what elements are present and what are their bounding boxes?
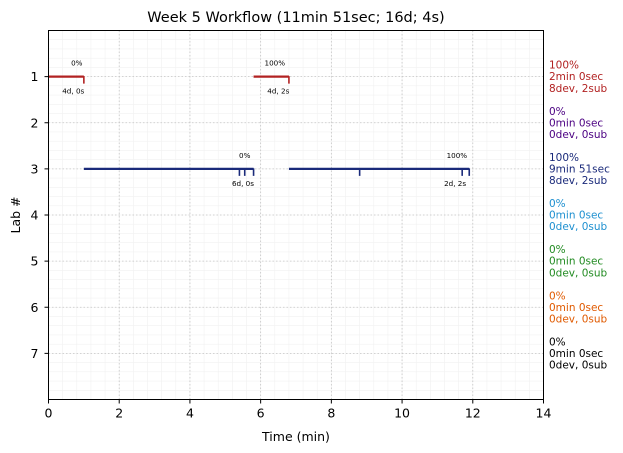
lab-3-annotation: 0% bbox=[239, 151, 251, 160]
lab-1-annotation: 100% bbox=[265, 59, 286, 68]
y-tick-label: 5 bbox=[31, 254, 39, 269]
lab-6-summary-line: 0min 0sec bbox=[549, 302, 603, 314]
x-tick-label: 8 bbox=[327, 406, 335, 421]
lab-6-summary-line: 0% bbox=[549, 290, 566, 302]
y-tick-label: 6 bbox=[31, 300, 39, 315]
lab-3-summary-line: 9min 51sec bbox=[549, 163, 610, 175]
lab-4-summary-line: 0% bbox=[549, 198, 566, 210]
y-tick-label: 7 bbox=[31, 346, 39, 361]
lab-5-summary-line: 0dev, 0sub bbox=[549, 267, 608, 279]
lab-1-summary-line: 2min 0sec bbox=[549, 71, 603, 83]
lab-5-summary-line: 0% bbox=[549, 244, 566, 256]
y-tick-label: 3 bbox=[31, 161, 39, 176]
lab-7-summary-line: 0% bbox=[549, 336, 566, 348]
lab-3-annotation: 100% bbox=[447, 151, 468, 160]
lab-5-summary-line: 0min 0sec bbox=[549, 256, 603, 268]
lab-7-summary-line: 0min 0sec bbox=[549, 348, 603, 360]
lab-6-summary-line: 0dev, 0sub bbox=[549, 313, 608, 325]
x-tick-label: 6 bbox=[257, 406, 265, 421]
chart-title: Week 5 Workflow (11min 51sec; 16d; 4s) bbox=[147, 10, 444, 26]
x-tick-label: 0 bbox=[45, 406, 53, 421]
lab-1-summary-line: 100% bbox=[549, 60, 579, 72]
lab-4-summary-line: 0dev, 0sub bbox=[549, 221, 608, 233]
lab-1-annotation: 4d, 2s bbox=[267, 87, 289, 96]
lab-3-summary-line: 100% bbox=[549, 152, 579, 164]
lab-2-summary-line: 0dev, 0sub bbox=[549, 129, 608, 141]
lab-2-summary-line: 0% bbox=[549, 106, 566, 118]
x-tick-label: 14 bbox=[536, 406, 552, 421]
lab-1-annotation: 0% bbox=[71, 59, 83, 68]
lab-3-annotation: 2d, 2s bbox=[444, 179, 466, 188]
lab-1-summary-line: 8dev, 2sub bbox=[549, 83, 608, 95]
lab-3-annotation: 6d, 0s bbox=[232, 179, 254, 188]
series-layer: 0% 4d, 0s 100% 4d, 2s 0% 6d, 0s 100% 2d, 2s bbox=[48, 59, 471, 188]
x-tick-label: 10 bbox=[394, 406, 410, 421]
y-tick-label: 1 bbox=[31, 69, 39, 84]
x-tick-label: 4 bbox=[186, 406, 194, 421]
y-tick-label: 2 bbox=[31, 115, 39, 130]
lab-4-summary-line: 0min 0sec bbox=[549, 210, 603, 222]
x-axis-label: Time (min) bbox=[261, 429, 330, 444]
lab-2-summary-line: 0min 0sec bbox=[549, 117, 603, 129]
grid bbox=[48, 30, 544, 400]
lab-7-summary-line: 0dev, 0sub bbox=[549, 360, 608, 372]
lab-1-annotation: 4d, 0s bbox=[62, 87, 84, 96]
y-tick-label: 4 bbox=[31, 208, 39, 223]
x-tick-label: 12 bbox=[465, 406, 481, 421]
x-tick-label: 2 bbox=[115, 406, 123, 421]
lab-3-summary-line: 8dev, 2sub bbox=[549, 175, 608, 187]
y-axis-label: Lab # bbox=[8, 196, 23, 233]
